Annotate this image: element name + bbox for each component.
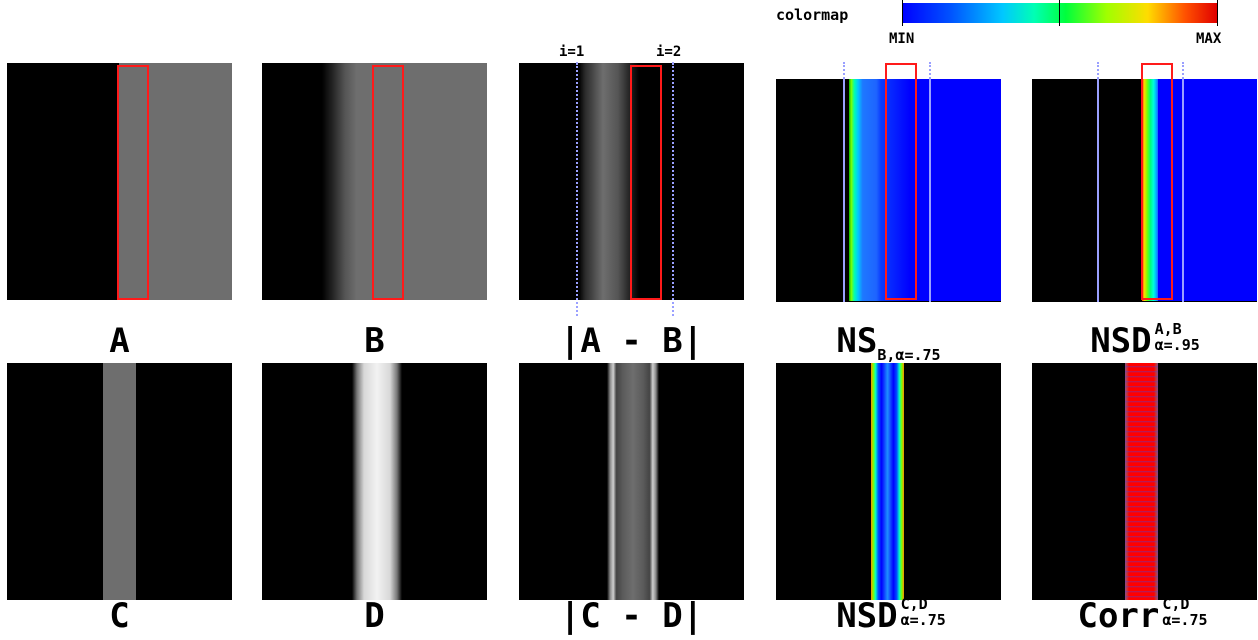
highlight-box — [1141, 63, 1173, 300]
panel-ns-jet-region — [849, 79, 1001, 301]
panel-d-bright-band — [352, 363, 402, 600]
panel-c-minus-d-band — [607, 363, 659, 600]
label-a: A — [109, 321, 130, 361]
colormap-min-label: MIN — [889, 31, 915, 47]
panel-nsd-ab — [1032, 79, 1257, 302]
label-d: D — [364, 596, 385, 636]
colormap-tick-mid — [1059, 0, 1060, 26]
highlight-box — [372, 65, 404, 300]
panel-b — [262, 63, 487, 300]
label-nsd-cd-subscript: α=.75 — [900, 610, 946, 629]
colormap-max-label: MAX — [1196, 31, 1222, 47]
label-nsd-cd-superscript: C,D — [900, 594, 928, 613]
panel-nsd-ab-blue-region — [1158, 79, 1257, 301]
colormap-tick-min — [902, 0, 903, 26]
highlight-box — [117, 65, 149, 300]
panel-nsd-cd-jet-band — [871, 363, 904, 600]
marker-line-ext — [929, 62, 931, 302]
panel-a-minus-b-band — [579, 63, 639, 300]
label-nsd-ab-subscript: α=.95 — [1154, 335, 1200, 354]
label-ns-subscript: B,α=.75 — [877, 346, 941, 364]
panel-c — [7, 363, 232, 600]
panel-corr-cd-red-band — [1125, 363, 1158, 600]
label-corr-cd: Corr C,D α=.75 — [1077, 594, 1208, 637]
label-corr-cd-subscript: α=.75 — [1162, 610, 1208, 629]
panel-corr-cd — [1032, 363, 1257, 600]
marker-i2: i=2 — [656, 44, 682, 60]
panel-b-gradient-region — [322, 63, 487, 300]
label-c-minus-d: |C - D| — [559, 596, 704, 636]
label-c: C — [109, 596, 130, 636]
label-ns: NSB,α=.75 — [836, 321, 941, 364]
marker-line-i1-ext — [576, 62, 578, 316]
highlight-box — [885, 63, 917, 300]
panel-a-minus-b — [519, 63, 744, 300]
label-nsd-cd: NSD C,D α=.75 — [836, 594, 946, 637]
label-nsd-ab-superscript: A,B — [1154, 319, 1182, 338]
panel-c-minus-d — [519, 363, 744, 600]
panel-a-gray-region — [119, 63, 232, 300]
marker-line-ext — [1182, 62, 1184, 302]
label-corr-cd-superscript: C,D — [1162, 594, 1190, 613]
highlight-box — [630, 65, 662, 300]
panel-d — [262, 363, 487, 600]
marker-line-ext — [843, 62, 845, 302]
panel-nsd-cd — [776, 363, 1001, 600]
label-nsd-ab: NSD A,B α=.95 — [1090, 319, 1200, 362]
colormap-title: colormap — [776, 6, 849, 24]
marker-i1: i=1 — [559, 44, 585, 60]
label-a-minus-b: |A - B| — [559, 321, 704, 361]
colormap-tick-max — [1217, 0, 1218, 26]
panel-c-gray-band — [103, 363, 136, 600]
panel-a — [7, 63, 232, 300]
panel-nsd-ab-jet-region — [1142, 79, 1158, 301]
marker-line-ext — [1097, 62, 1099, 302]
marker-line-i2-ext — [672, 62, 674, 316]
panel-ns — [776, 79, 1001, 302]
label-b: B — [364, 321, 385, 361]
